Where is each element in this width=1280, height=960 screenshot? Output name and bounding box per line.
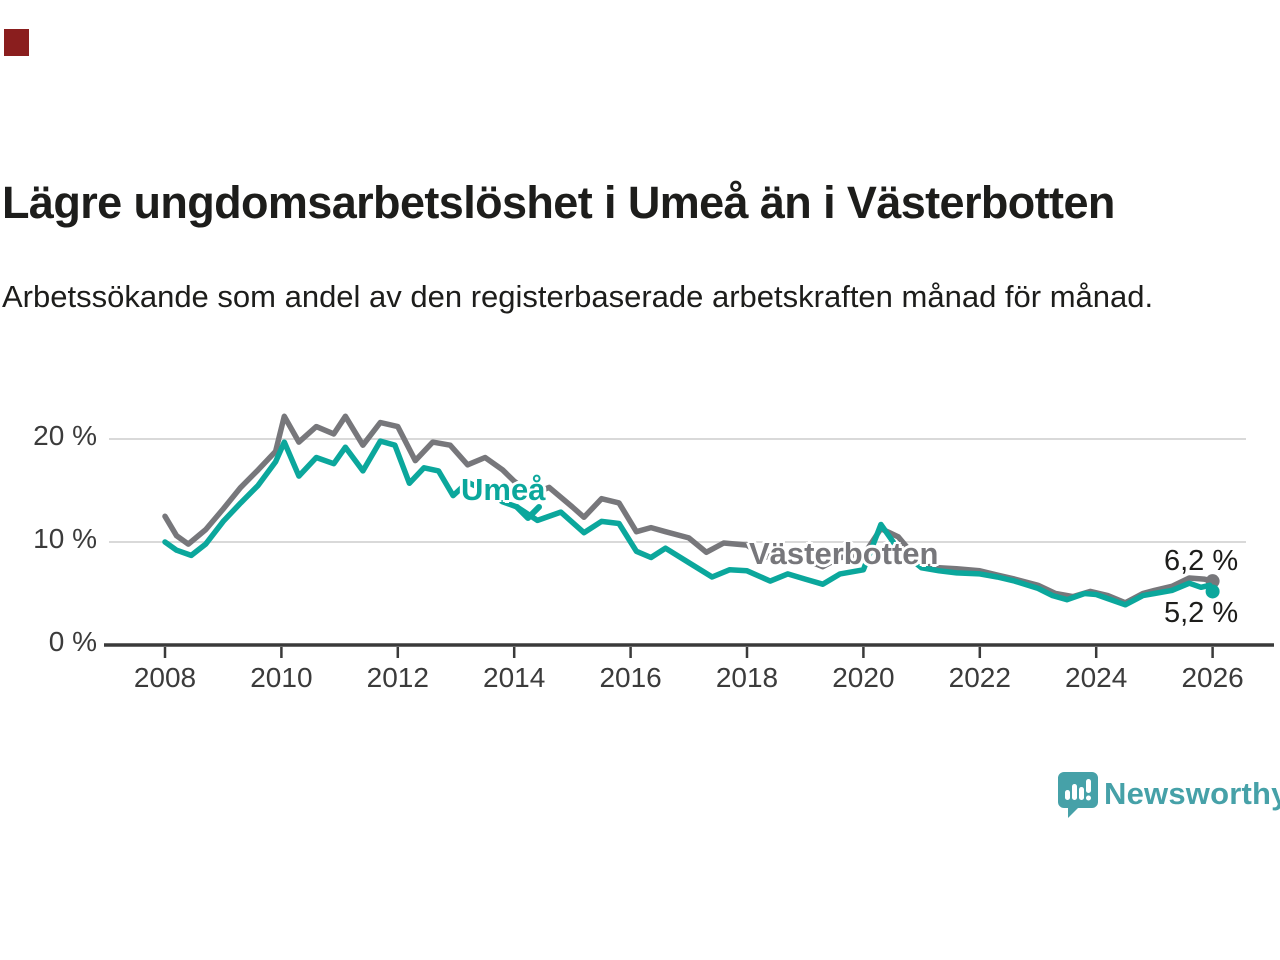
end-value-umea: 5,2 %	[1164, 597, 1239, 629]
end-value-vasterbotten: 6,2 %	[1164, 545, 1239, 577]
x-tick-label: 2010	[250, 662, 313, 693]
y-tick-label: 20 %	[33, 420, 97, 451]
y-tick-label: 10 %	[33, 523, 97, 554]
x-tick-label: 2018	[715, 662, 779, 693]
brand-name: Newsworthy	[1104, 776, 1280, 811]
x-tick-label: 2008	[133, 662, 197, 693]
x-tick-label: 2022	[948, 662, 1011, 693]
line-västerbotten	[162, 413, 1216, 606]
x-tick-label: 2020	[832, 662, 895, 693]
line-umeå	[162, 438, 1216, 608]
chevron-down-icon	[514, 504, 542, 521]
x-tick-label: 2024	[1065, 662, 1128, 693]
series-label-vasterbotten: Västerbotten	[749, 536, 939, 571]
series-label-umea: Umeå	[461, 472, 546, 507]
chart-subtitle: Arbetssökande som andel av den registerb…	[2, 279, 1154, 314]
red-marker-square	[4, 29, 29, 56]
x-tick-label: 2026	[1181, 662, 1244, 693]
page-title: Lägre ungdomsarbetslöshet i Umeå än i Vä…	[2, 177, 1115, 229]
x-tick-label: 2012	[366, 662, 429, 693]
y-tick-label: 0 %	[48, 626, 97, 657]
x-tick-label: 2014	[483, 662, 546, 693]
x-tick-label: 2016	[599, 662, 662, 693]
newsworthy-logo-icon	[1058, 772, 1098, 818]
